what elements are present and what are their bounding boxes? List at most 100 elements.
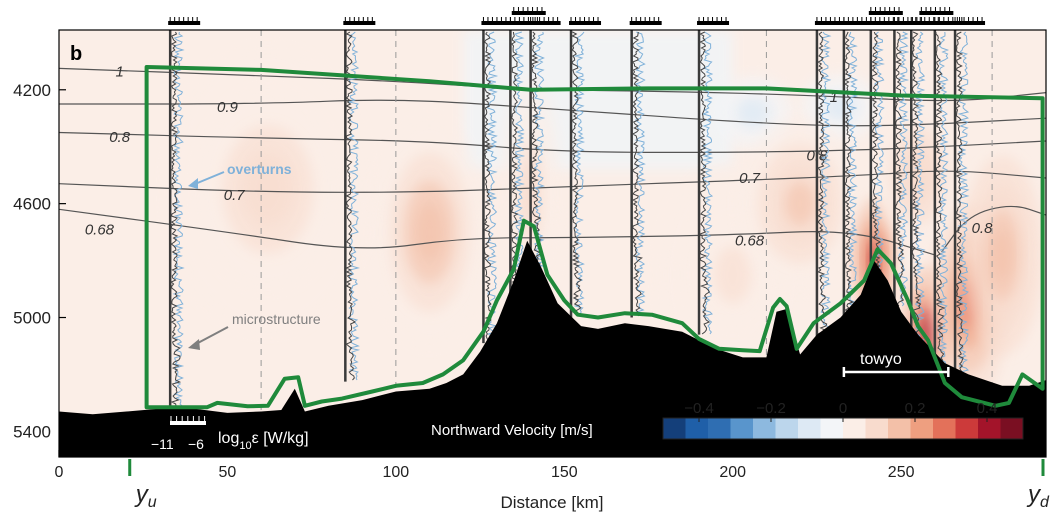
yu-marker: yu bbox=[128, 459, 157, 511]
colorbar-tick-label-3: 0.2 bbox=[905, 400, 926, 417]
colorbar-swatch-6 bbox=[798, 418, 821, 439]
colorbar-swatch-9 bbox=[865, 418, 889, 439]
overturn-trace-8 bbox=[819, 31, 832, 349]
colorbar-swatch-5 bbox=[775, 418, 799, 439]
contour-4 bbox=[59, 208, 935, 256]
overturns-arrowhead bbox=[188, 178, 198, 189]
overturns-label: overturns bbox=[227, 161, 292, 177]
overturn-trace-12 bbox=[914, 31, 926, 345]
contour-label-5-0: 0.8 bbox=[972, 220, 994, 237]
profile-scale-bar-pair-b bbox=[868, 11, 903, 15]
yd-marker: yd bbox=[1026, 459, 1050, 511]
colorbar-swatch-4 bbox=[753, 418, 776, 439]
dissipation-trace-2 bbox=[483, 31, 492, 343]
dissipation-trace-11 bbox=[894, 31, 905, 307]
towyo-label: towyo bbox=[860, 351, 902, 368]
dissipation-trace-9 bbox=[843, 31, 855, 340]
overturn-trace-0 bbox=[172, 31, 185, 407]
dissipation-trace-0 bbox=[170, 31, 182, 407]
overturn-trace-5 bbox=[573, 31, 586, 317]
profile-scale-bar-pair-a bbox=[511, 11, 546, 15]
dissipation-trace-12 bbox=[911, 31, 922, 345]
contour-label-4-1: 0.68 bbox=[735, 233, 765, 250]
overturn-trace-4 bbox=[532, 31, 546, 277]
colorbar-tick-label-4: 0.4 bbox=[977, 400, 998, 417]
velocity-blob-3-3 bbox=[714, 246, 752, 304]
colorbar-swatch-14 bbox=[978, 418, 1001, 439]
x-tick-label-4: 200 bbox=[719, 464, 746, 481]
dissipation-trace-1 bbox=[345, 31, 356, 381]
colorbar-swatch-12 bbox=[933, 418, 956, 439]
overturn-trace-13 bbox=[937, 31, 950, 365]
yu-label: yu bbox=[134, 481, 157, 511]
velocity-blob-0-3 bbox=[415, 203, 444, 261]
scale-tick-min: −11 bbox=[151, 436, 174, 452]
x-tick-label-0: 0 bbox=[55, 464, 64, 481]
microstructure-arrow bbox=[195, 326, 229, 345]
contour-label-4-0: 0.68 bbox=[85, 221, 115, 238]
profile-scale-bar-pair-c bbox=[919, 11, 954, 15]
dissipation-trace-5 bbox=[571, 31, 583, 317]
velocity-blob-5-3 bbox=[830, 98, 851, 116]
microstructure-arrowhead bbox=[188, 339, 200, 350]
dissipation-trace-13 bbox=[935, 31, 946, 365]
x-tick-label-2: 100 bbox=[383, 464, 410, 481]
y-tick-label-0: 4200 bbox=[13, 81, 51, 100]
overturns-annotation: overturns bbox=[188, 161, 292, 189]
colorbar-label: Northward Velocity [m/s] bbox=[431, 422, 593, 439]
yd-label: yd bbox=[1026, 481, 1050, 511]
velocity-blob-10-3 bbox=[992, 229, 1013, 280]
colorbar-tick-label-0: −0.4 bbox=[684, 400, 714, 417]
overturn-trace-7 bbox=[701, 31, 714, 335]
contour-label-0-0: 1 bbox=[115, 63, 123, 80]
x-axis-label: Distance [km] bbox=[501, 493, 604, 512]
dissipation-trace-14 bbox=[955, 31, 965, 377]
study-box bbox=[144, 65, 1045, 410]
velocity-blob-6-3 bbox=[784, 182, 816, 225]
x-tick-label-1: 50 bbox=[219, 464, 237, 481]
velocity-blob-4-3 bbox=[742, 103, 764, 122]
colorbar-swatch-8 bbox=[843, 418, 866, 439]
overturn-trace-9 bbox=[846, 31, 859, 341]
colorbar-swatch-15 bbox=[1000, 418, 1024, 439]
colorbar-tick-label-1: −0.2 bbox=[756, 400, 786, 417]
dissipation-trace-8 bbox=[816, 31, 828, 349]
axes-frame bbox=[58, 29, 1047, 458]
velocity-blob-1-3 bbox=[242, 153, 294, 225]
colorbar-swatch-3 bbox=[730, 418, 754, 439]
dissipation-trace-6 bbox=[631, 31, 643, 317]
colorbar-swatch-11 bbox=[910, 418, 934, 439]
colorbar-swatch-2 bbox=[708, 418, 731, 439]
contour-label-0-1: 1 bbox=[830, 89, 838, 106]
scale-label: log10ε [W/kg] bbox=[218, 430, 309, 452]
contour-label-2-0: 0.8 bbox=[109, 129, 131, 146]
colorbar-swatch-0 bbox=[663, 418, 686, 439]
colorbar-swatch-10 bbox=[888, 418, 911, 439]
overturn-trace-6 bbox=[634, 31, 647, 317]
scale-tick-max: −6 bbox=[188, 436, 204, 452]
x-axis: 0 50 100 150 200 250 bbox=[55, 450, 915, 481]
microstructure-annotation: microstructure bbox=[188, 311, 321, 350]
microstructure-scale-legend: −11 −6 log10ε [W/kg] bbox=[151, 416, 309, 452]
y-tick-label-2: 5000 bbox=[13, 309, 51, 328]
x-tick-label-3: 150 bbox=[551, 464, 578, 481]
contour-3 bbox=[59, 170, 1046, 193]
colorbar-swatches bbox=[663, 418, 1024, 439]
panel-label: b bbox=[70, 43, 82, 65]
contour-label-1-0: 0.9 bbox=[217, 99, 239, 116]
contour-1 bbox=[59, 99, 1046, 127]
towyo-marker: towyo bbox=[842, 351, 950, 377]
colorbar-swatch-13 bbox=[955, 418, 979, 439]
overturn-trace-11 bbox=[896, 31, 910, 307]
colorbar-swatch-7 bbox=[820, 418, 844, 439]
contour-label-3-1: 0.7 bbox=[739, 170, 761, 187]
y-axis: 4200 4600 5000 5400 bbox=[13, 81, 66, 441]
overturn-trace-2 bbox=[485, 31, 499, 343]
profile-scale-markers bbox=[168, 7, 986, 25]
colorbar: Northward Velocity [m/s] −0.4 −0.2 0 0.2 0.4 bbox=[431, 400, 1024, 440]
colorbar-tick-label-2: 0 bbox=[839, 400, 847, 417]
colorbar-swatch-1 bbox=[685, 418, 709, 439]
scale-ticks bbox=[170, 416, 206, 425]
dissipation-trace-7 bbox=[698, 31, 711, 335]
